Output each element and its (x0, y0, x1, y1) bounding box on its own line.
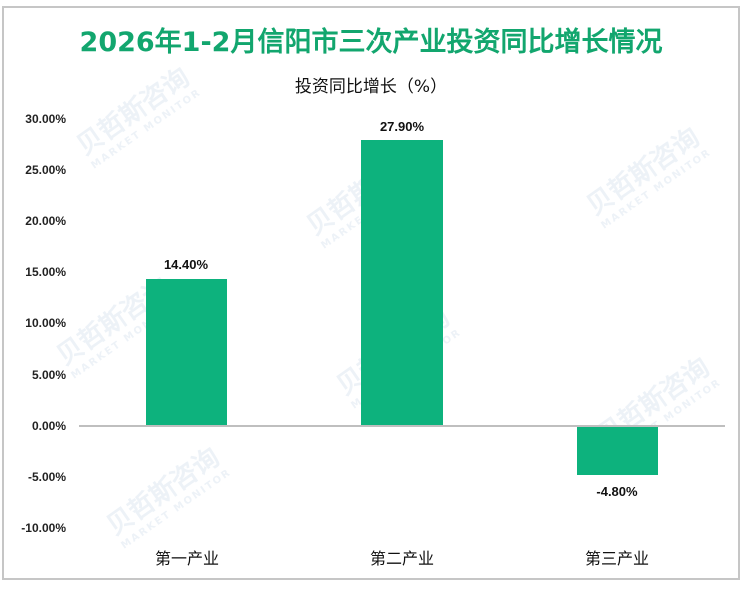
bar-primary-industry[interactable] (146, 279, 227, 426)
data-label: -4.80% (596, 484, 638, 499)
y-tick-label: -5.00% (27, 470, 66, 484)
y-tick-label: 30.00% (25, 112, 66, 126)
chart-title: 2026年1-2月信阳市三次产业投资同比增长情况 (79, 27, 663, 58)
x-tick-label: 第一产业 (154, 549, 219, 568)
y-tick-label: 10.00% (25, 316, 66, 330)
y-tick-label: 25.00% (25, 163, 66, 177)
y-tick-label: 20.00% (25, 214, 66, 228)
chart-subtitle: 投资同比增长（%） (294, 77, 448, 97)
data-label: 14.40% (163, 257, 209, 272)
x-tick-label: 第二产业 (369, 549, 434, 568)
bar-secondary-industry[interactable] (361, 140, 443, 426)
x-tick-label: 第三产业 (584, 549, 649, 568)
zero-axis-line (79, 425, 725, 427)
y-tick-label: 5.00% (31, 368, 66, 382)
bar-tertiary-industry[interactable] (577, 427, 658, 475)
data-label: 27.90% (379, 119, 425, 134)
y-tick-label: -10.00% (21, 521, 66, 535)
y-tick-label: 15.00% (25, 265, 66, 279)
y-tick-label: 0.00% (31, 419, 66, 433)
